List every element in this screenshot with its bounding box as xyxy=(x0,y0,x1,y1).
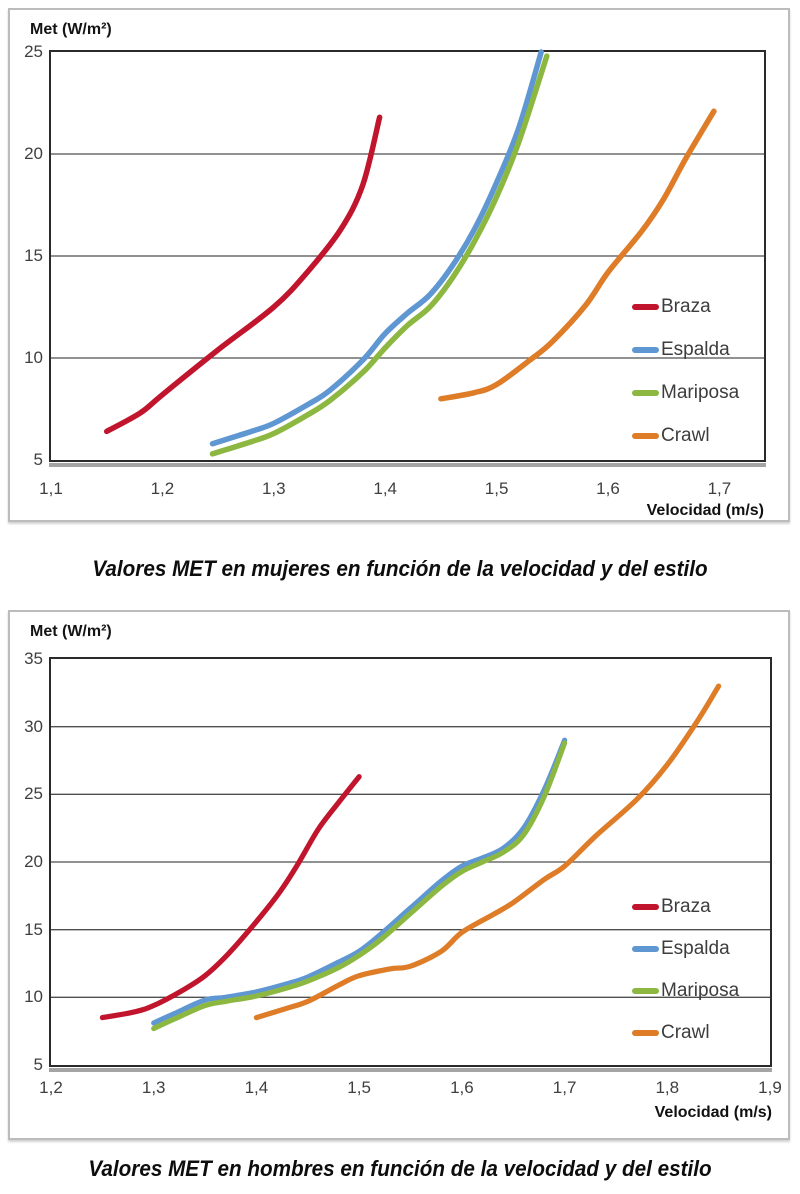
x-tick-label: 1,7 xyxy=(552,1078,577,1097)
series-line-mariposa xyxy=(151,740,568,1032)
plot-area-mujeres xyxy=(49,49,766,467)
legend-item-mariposa: Mariposa xyxy=(632,980,740,1001)
y-tick-label: 15 xyxy=(24,246,43,265)
legend-item-espalda: Espalda xyxy=(632,938,730,959)
plot-area-hombres xyxy=(49,657,772,1072)
plot-svg-mujeres xyxy=(51,49,764,457)
legend-item-espalda: Espalda xyxy=(632,339,730,360)
series-line-braza xyxy=(99,774,362,1021)
legend-marker-crawl xyxy=(632,433,659,439)
series-line-crawl xyxy=(253,683,722,1021)
x-tick-label: 1,3 xyxy=(261,479,286,498)
x-tick-label: 1,6 xyxy=(450,1078,474,1097)
caption-mujeres: Valores MET en mujeres en función de la … xyxy=(92,556,708,581)
series-line-braza xyxy=(103,114,383,435)
legend-marker-espalda xyxy=(632,347,659,353)
x-tick-label: 1,2 xyxy=(39,1078,63,1097)
x-tick-label: 1,2 xyxy=(150,479,175,498)
y-tick-label: 25 xyxy=(24,784,43,804)
legend-item-crawl: Crawl xyxy=(632,1022,710,1043)
x-axis-title-hombres: Velocidad (m/s) xyxy=(654,1104,772,1121)
x-axis-shadow xyxy=(49,463,766,467)
x-tick-label: 1,4 xyxy=(244,1078,269,1097)
x-tick-label: 1,9 xyxy=(758,1078,782,1097)
legend-label: Mariposa xyxy=(661,382,740,403)
x-tick-label: 1,3 xyxy=(141,1078,166,1097)
y-axis-title-hombres: Met (W/m²) xyxy=(30,623,112,640)
legend-marker-espalda xyxy=(632,946,659,952)
x-tick-label: 1,6 xyxy=(596,479,620,498)
y-tick-label: 30 xyxy=(24,716,43,736)
legend-item-braza: Braza xyxy=(632,296,711,317)
legend-item-mariposa: Mariposa xyxy=(632,382,740,403)
y-tick-label: 15 xyxy=(24,919,43,939)
legend-label: Crawl xyxy=(661,425,710,446)
y-tick-label: 20 xyxy=(24,852,43,871)
series-line-mariposa xyxy=(209,53,550,457)
legend-item-crawl: Crawl xyxy=(632,425,710,446)
legend-label: Braza xyxy=(661,896,711,917)
legend-label: Crawl xyxy=(661,1022,710,1043)
chart-hombres: Met (W/m²) Velocidad (m/s) 35 30 25 20 15 10 5… xyxy=(8,610,790,1140)
y-tick-label: 25 xyxy=(24,42,43,61)
legend-marker-braza xyxy=(632,904,659,910)
legend-item-braza: Braza xyxy=(632,896,711,917)
legend-marker-mariposa xyxy=(632,390,659,396)
caption-hombres: Valores MET en hombres en función de la … xyxy=(88,1156,712,1181)
legend-label: Espalda xyxy=(661,339,730,360)
legend-label: Mariposa xyxy=(661,980,740,1001)
y-tick-label: 5 xyxy=(33,1055,43,1074)
legend-marker-mariposa xyxy=(632,988,659,994)
series-line-espalda xyxy=(151,737,568,1026)
x-axis-shadow xyxy=(49,1068,772,1072)
legend-marker-braza xyxy=(632,304,659,310)
y-tick-label: 10 xyxy=(24,348,43,367)
x-tick-label: 1,5 xyxy=(347,1078,371,1097)
series-line-crawl xyxy=(438,108,717,402)
chart-mujeres: Met (W/m²) Velocidad (m/s) 25 20 15 10 5 1,1 1… xyxy=(8,8,790,522)
legend-marker-crawl xyxy=(632,1030,659,1036)
legend-label: Espalda xyxy=(661,938,730,959)
legend-label: Braza xyxy=(661,296,711,317)
plot-svg-hombres xyxy=(51,683,770,1032)
series-line-espalda xyxy=(209,49,544,447)
x-axis-title-mujeres: Velocidad (m/s) xyxy=(646,502,764,519)
x-tick-label: 1,7 xyxy=(707,479,732,498)
y-tick-label: 10 xyxy=(24,987,43,1007)
x-tick-label: 1,5 xyxy=(484,479,509,498)
y-tick-label: 35 xyxy=(24,649,43,668)
x-tick-label: 1,8 xyxy=(655,1078,680,1097)
y-tick-label: 20 xyxy=(24,144,43,163)
x-tick-label: 1,4 xyxy=(373,479,397,498)
y-axis-title-mujeres: Met (W/m²) xyxy=(30,21,112,38)
x-tick-label: 1,1 xyxy=(39,479,63,498)
y-tick-label: 5 xyxy=(33,450,43,469)
